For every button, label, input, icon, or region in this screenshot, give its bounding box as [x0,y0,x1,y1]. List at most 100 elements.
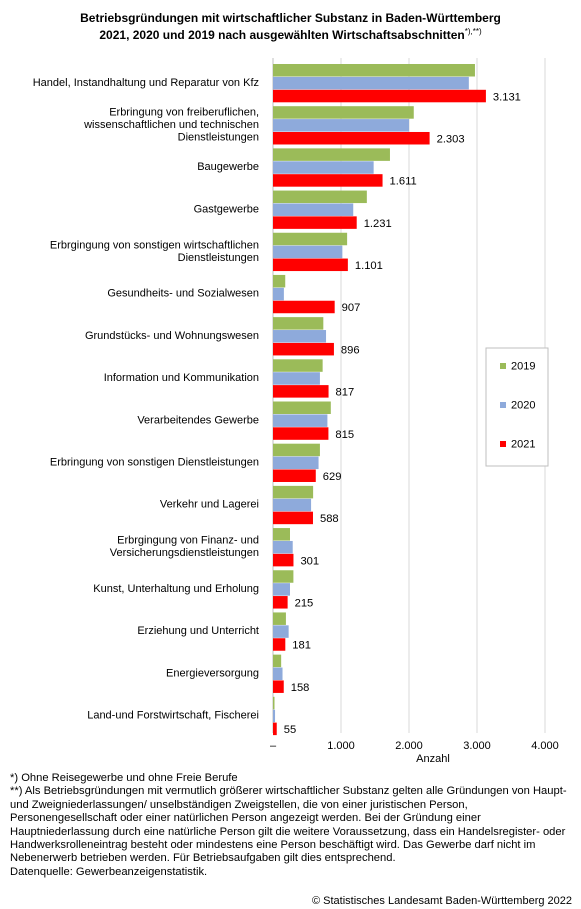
category-label: Grundstücks- und Wohnungswesen [85,330,259,342]
category-label: Gastgewerbe [194,203,259,215]
bar-2020 [273,625,289,638]
category-label: Kunst, Unterhaltung und Erholung [93,583,259,595]
category-label: Erziehung und Unterricht [137,625,259,637]
bar-2021 [273,722,277,736]
legend-label-2021: 2021 [511,439,535,451]
category-label: Land-und Forstwirtschaft, Fischerei [87,710,259,722]
footnote-1: *) Ohne Reisegewerbe und ohne Freie Beru… [10,772,238,784]
bar-2019 [273,570,294,583]
data-label: 817 [336,387,355,399]
footnote-2: **) Als Betriebsgründungen mit vermutlic… [10,785,567,865]
data-label: 588 [320,513,339,525]
bar-2021 [273,427,329,440]
bar-2020 [273,76,469,90]
bar-2021 [273,596,288,609]
bar-2019 [273,528,290,541]
bar-2021 [273,174,383,187]
bar-2021 [273,258,348,272]
bar-2020 [273,540,293,554]
bar-2019 [273,190,367,204]
bar-2019 [273,696,275,710]
bar-2020 [273,372,320,385]
bar-chart: – 1.000 2.000 3.000 4.000 Anzahl 3.131 Handel, … [33,58,559,765]
legend-swatch-2019 [500,363,506,369]
legend-box [485,347,549,467]
bar-2021 [273,216,357,229]
chart-title-line-2-text: 2021, 2020 und 2019 nach ausgewählten Wi… [99,28,465,42]
category-label: Erbrgingung von sonstigen wirtschaftlich… [50,239,259,251]
chart-title-line-1: Betriebsgründungen mit wirtschaftlicher … [80,11,501,25]
bar-2019 [273,485,314,499]
x-tick-label: – [270,740,277,752]
bar-2019 [273,232,348,246]
bar-2020 [273,119,409,132]
bar-2019 [273,64,475,77]
bar-2021 [273,342,334,356]
data-label: 2.303 [437,133,465,145]
legend-label-2019: 2019 [511,361,535,373]
x-tick-label: 1.000 [327,740,355,752]
category-label: Erbrgingung von Finanz- und [117,535,259,547]
copyright: © Statistisches Landesamt Baden-Württemb… [311,895,572,907]
legend-swatch-2021 [500,441,506,447]
data-label: 1.101 [355,260,383,272]
bar-2020 [273,709,276,723]
data-label: 1.231 [364,218,392,230]
bar-2021 [273,511,313,525]
data-label: 907 [342,302,361,314]
footnotes: *) Ohne Reisegewerbe und ohne Freie Beru… [10,772,575,879]
bar-2021 [273,300,335,314]
data-label: 815 [335,429,354,441]
x-tick-label: 3.000 [463,740,491,752]
category-label: Gesundheits- und Sozialwesen [107,288,259,300]
bar-2019 [273,612,286,625]
x-tick-label: 2.000 [395,740,423,752]
bar-2021 [273,638,286,651]
bar-2020 [273,330,327,343]
bar-2021 [273,385,329,398]
legend-label-2020: 2020 [511,400,535,412]
data-label: 158 [291,682,310,694]
x-tick-label: 4.000 [531,740,559,752]
bar-2020 [273,161,374,174]
data-label: 1.611 [390,176,417,188]
category-label: Verkehr und Lagerei [160,499,259,511]
bar-2021 [273,89,486,103]
bar-2019 [273,106,414,119]
bar-2020 [273,414,328,427]
data-label: 215 [295,598,314,610]
bar-2020 [273,203,354,216]
category-label: Erbringung von freiberuflichen, [109,106,259,118]
bar-2020 [273,667,283,681]
category-label: Versicherungsdienstleistungen [110,547,259,559]
category-label: wissenschaftlichen und technischen [83,119,259,131]
bar-2020 [273,287,284,301]
legend-swatch-2020 [500,402,506,408]
data-label: 629 [323,471,342,483]
category-label: Baugewerbe [197,161,259,173]
bar-2021 [273,469,316,482]
bar-2021 [273,131,430,145]
bar-2021 [273,553,294,567]
bar-2019 [273,359,323,372]
category-label: Information und Kommunikation [104,372,259,384]
category-label: Dienstleistungen [178,131,259,143]
bar-2020 [273,456,319,470]
x-axis-label: Anzahl [416,753,450,765]
bar-2020 [273,583,290,596]
category-label: Handel, Instandhaltung und Reparatur von… [33,77,259,89]
data-label: 301 [300,555,319,567]
data-label: 55 [284,724,296,736]
bar-2021 [273,680,284,693]
bar-2020 [273,498,312,512]
category-label: Energieversorgung [166,667,259,679]
chart-title: Betriebsgründungen mit wirtschaftlicher … [0,11,581,42]
bar-2019 [273,274,286,288]
bar-2019 [273,654,282,668]
data-label: 3.131 [493,91,521,103]
footnote-marks: *),**) [464,27,482,36]
category-label: Verarbeitendes Gewerbe [137,414,259,426]
chart-title-line-2: 2021, 2020 und 2019 nach ausgewählten Wi… [0,25,581,42]
bar-2019 [273,401,331,414]
bar-2019 [273,148,390,161]
